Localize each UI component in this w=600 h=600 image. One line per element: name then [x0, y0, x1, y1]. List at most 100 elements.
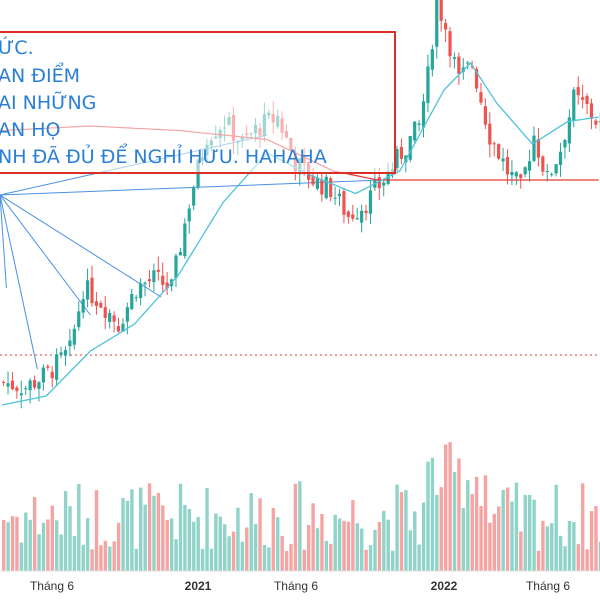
candle-body — [183, 223, 187, 257]
volume-bar — [550, 523, 554, 571]
volume-bar — [125, 500, 130, 571]
volume-bar — [373, 529, 377, 571]
x-tick-label: 2022 — [431, 579, 458, 593]
volume-bar — [130, 489, 134, 571]
annotation-arrow — [0, 194, 7, 289]
volume-bar — [302, 549, 306, 571]
volume-bar — [112, 541, 116, 571]
candle-body — [59, 352, 63, 355]
candle-body — [46, 366, 50, 368]
candle-body — [355, 218, 359, 220]
candle-body — [329, 178, 333, 197]
candle-body — [421, 101, 426, 128]
candle-body — [581, 97, 585, 100]
candle-body — [112, 315, 116, 322]
candle-body — [435, 0, 439, 47]
volume-bar — [15, 516, 19, 571]
volume-bar — [470, 494, 474, 571]
annotation-arrow — [0, 194, 162, 298]
candle-body — [24, 388, 28, 390]
volume-bar — [536, 550, 541, 571]
volume-bar — [253, 524, 258, 571]
annotation-arrow — [0, 194, 91, 316]
candle-body — [63, 350, 68, 356]
volume-bar — [161, 505, 165, 571]
candle-body — [536, 138, 541, 158]
candle-body — [315, 177, 320, 189]
volume-bar — [337, 518, 342, 571]
volume-bar — [315, 528, 320, 571]
volume-bar — [94, 490, 99, 571]
volume-bar — [99, 545, 103, 571]
x-axis-ticks: Tháng 6 2021 Tháng 6 2022 Tháng 6 — [30, 579, 570, 593]
candle-body — [6, 383, 10, 387]
candle-body — [77, 311, 81, 328]
volume-bar — [395, 484, 399, 571]
volume-bar — [598, 541, 600, 571]
volume-bar — [289, 544, 293, 571]
candle-body — [417, 123, 421, 125]
volume-bar — [368, 545, 373, 571]
volume-bar — [519, 531, 523, 571]
volume-bars — [2, 442, 600, 571]
candle-body — [152, 270, 156, 283]
candle-body — [15, 387, 19, 392]
volume-bar — [156, 492, 161, 571]
candle-body — [554, 164, 558, 174]
candle-body — [479, 92, 483, 103]
candle-body — [510, 172, 514, 176]
candle-body — [382, 182, 386, 186]
candle-body — [457, 56, 461, 74]
volume-bar — [585, 549, 589, 571]
candle-body — [545, 170, 549, 172]
volume-bar — [200, 549, 205, 571]
candle-body — [413, 121, 417, 141]
volume-bar — [24, 512, 28, 571]
volume-bar — [576, 544, 580, 571]
candle-body — [81, 299, 85, 313]
volume-bar — [85, 518, 90, 571]
volume-bar — [192, 521, 196, 571]
candle-body — [178, 251, 182, 256]
volume-bar — [28, 519, 32, 571]
candle-body — [351, 214, 355, 219]
volume-bar — [430, 457, 435, 571]
volume-bar — [271, 508, 276, 571]
volume-bar — [474, 476, 479, 571]
candle-body — [527, 161, 532, 171]
volume-bar — [448, 442, 452, 571]
candle-body — [94, 301, 99, 306]
volume-bar — [545, 526, 550, 571]
volume-bar — [342, 520, 346, 571]
volume-bar — [139, 487, 143, 571]
volume-bar — [333, 514, 337, 571]
candle-body — [68, 340, 72, 347]
candle-body — [139, 283, 143, 298]
volume-bar — [143, 504, 147, 571]
candle-body — [395, 148, 399, 169]
candle-body — [187, 208, 191, 222]
volume-bar — [581, 483, 585, 571]
volume-bar — [501, 489, 505, 571]
volume-bar — [240, 541, 245, 571]
x-tick-label: Tháng 6 — [526, 579, 570, 593]
volume-bar — [32, 496, 37, 571]
candle-body — [576, 87, 580, 96]
candle-body — [408, 136, 412, 160]
volume-bar — [68, 506, 72, 571]
candle-body — [320, 179, 324, 195]
volume-bar — [284, 550, 289, 571]
volume-bar — [249, 493, 253, 571]
volume-bar — [386, 519, 390, 571]
volume-bar — [324, 540, 329, 571]
volume-bar — [178, 483, 183, 571]
volume-bar — [413, 511, 417, 571]
candle-body — [474, 68, 479, 89]
volume-bar — [10, 516, 15, 571]
volume-bar — [276, 517, 280, 571]
candle-body — [585, 95, 589, 105]
annotation-box — [0, 31, 396, 174]
volume-bar — [2, 519, 6, 571]
volume-bar — [355, 523, 359, 571]
volume-bar — [46, 519, 50, 571]
